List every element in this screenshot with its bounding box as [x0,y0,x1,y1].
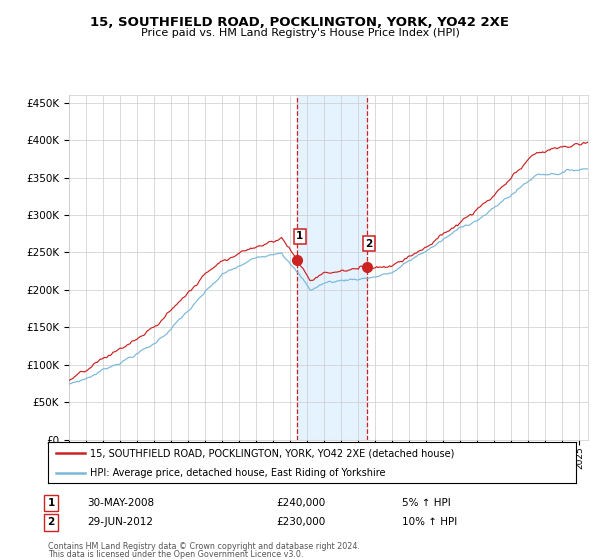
Text: 2: 2 [47,517,55,528]
Text: 2: 2 [365,239,373,249]
Text: Price paid vs. HM Land Registry's House Price Index (HPI): Price paid vs. HM Land Registry's House … [140,28,460,38]
Text: £240,000: £240,000 [276,498,325,508]
Text: 29-JUN-2012: 29-JUN-2012 [87,517,153,528]
Text: 1: 1 [47,498,55,508]
Text: Contains HM Land Registry data © Crown copyright and database right 2024.: Contains HM Land Registry data © Crown c… [48,542,360,550]
Text: 15, SOUTHFIELD ROAD, POCKLINGTON, YORK, YO42 2XE: 15, SOUTHFIELD ROAD, POCKLINGTON, YORK, … [91,16,509,29]
Text: This data is licensed under the Open Government Licence v3.0.: This data is licensed under the Open Gov… [48,550,304,559]
Bar [297,95,367,440]
Text: HPI: Average price, detached house, East Riding of Yorkshire: HPI: Average price, detached house, East… [90,468,386,478]
Text: 1: 1 [296,231,304,241]
Text: £230,000: £230,000 [276,517,325,528]
Text: 5% ↑ HPI: 5% ↑ HPI [402,498,451,508]
Text: 30-MAY-2008: 30-MAY-2008 [87,498,154,508]
Text: 15, SOUTHFIELD ROAD, POCKLINGTON, YORK, YO42 2XE (detached house): 15, SOUTHFIELD ROAD, POCKLINGTON, YORK, … [90,449,455,458]
Text: 10% ↑ HPI: 10% ↑ HPI [402,517,457,528]
